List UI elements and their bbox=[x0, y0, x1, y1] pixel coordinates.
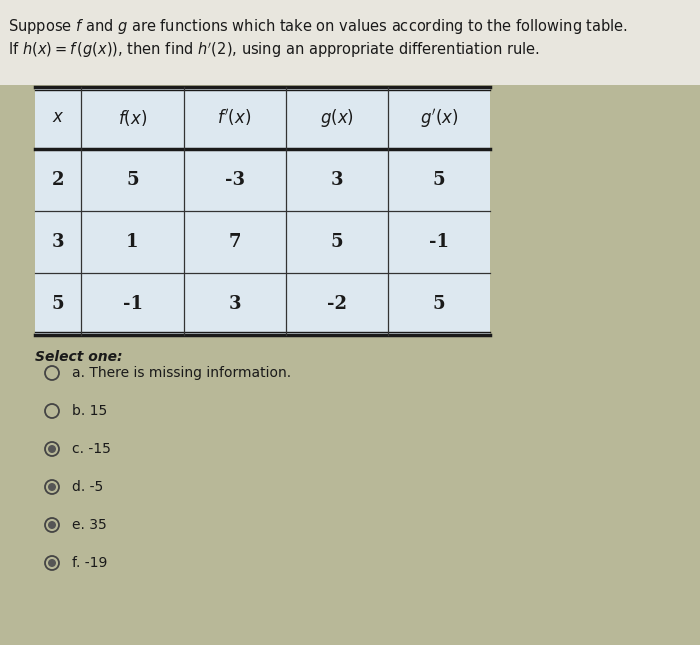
Text: 7: 7 bbox=[228, 233, 241, 251]
Text: e. 35: e. 35 bbox=[72, 518, 106, 532]
Text: $g^{\prime}(x)$: $g^{\prime}(x)$ bbox=[420, 106, 459, 130]
Text: $f(x)$: $f(x)$ bbox=[118, 108, 147, 128]
Text: c. -15: c. -15 bbox=[72, 442, 111, 456]
Text: 1: 1 bbox=[126, 233, 139, 251]
Text: -1: -1 bbox=[122, 295, 143, 313]
Text: Suppose $f$ and $g$ are functions which take on values according to the followin: Suppose $f$ and $g$ are functions which … bbox=[8, 17, 628, 36]
Circle shape bbox=[48, 559, 56, 567]
Text: -2: -2 bbox=[327, 295, 346, 313]
Text: -1: -1 bbox=[429, 233, 449, 251]
Text: $g(x)$: $g(x)$ bbox=[320, 107, 354, 129]
Text: $x$: $x$ bbox=[52, 110, 64, 126]
Text: If $h(x) = f\,(g(x))$, then find $h^{\prime}(2)$, using an appropriate different: If $h(x) = f\,(g(x))$, then find $h^{\pr… bbox=[8, 40, 540, 59]
Text: Select one:: Select one: bbox=[35, 350, 122, 364]
Text: 3: 3 bbox=[52, 233, 64, 251]
Circle shape bbox=[48, 483, 56, 491]
Text: a. There is missing information.: a. There is missing information. bbox=[72, 366, 291, 380]
Circle shape bbox=[48, 445, 56, 453]
Text: b. 15: b. 15 bbox=[72, 404, 107, 418]
Text: 5: 5 bbox=[433, 171, 445, 189]
Circle shape bbox=[48, 521, 56, 529]
Text: 3: 3 bbox=[330, 171, 343, 189]
Bar bbox=[0, 0, 700, 85]
Text: 5: 5 bbox=[330, 233, 343, 251]
Text: 2: 2 bbox=[52, 171, 64, 189]
Bar bbox=[35, 87, 490, 335]
Text: d. -5: d. -5 bbox=[72, 480, 104, 494]
Text: 3: 3 bbox=[228, 295, 241, 313]
Text: 5: 5 bbox=[126, 171, 139, 189]
Text: f. -19: f. -19 bbox=[72, 556, 107, 570]
Text: 5: 5 bbox=[52, 295, 64, 313]
Text: $f^{\prime}(x)$: $f^{\prime}(x)$ bbox=[218, 108, 252, 128]
Text: 5: 5 bbox=[433, 295, 445, 313]
Text: -3: -3 bbox=[225, 171, 244, 189]
